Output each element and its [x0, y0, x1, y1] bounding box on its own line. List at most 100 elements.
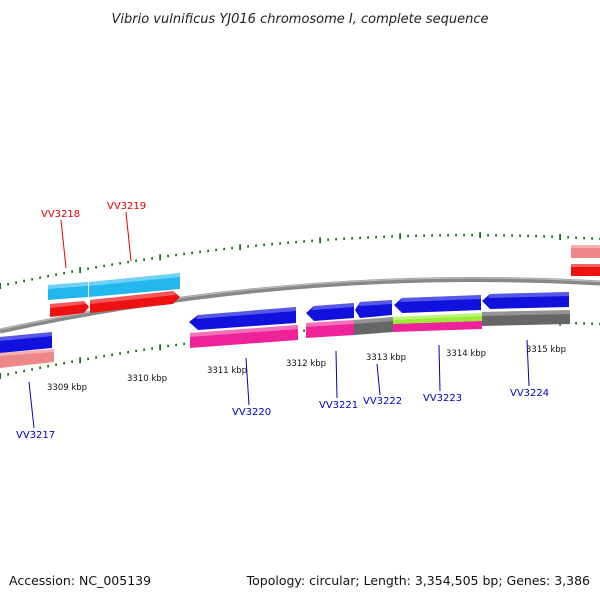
tick-mark — [31, 368, 33, 371]
tick-mark — [351, 237, 353, 240]
tick-mark — [407, 234, 409, 238]
tick-mark — [207, 249, 209, 253]
tick-mark — [359, 236, 361, 240]
tick-mark — [519, 234, 521, 237]
tick-mark — [263, 243, 265, 247]
gene-vv3222-lower[interactable] — [354, 317, 393, 335]
tick-mark — [231, 246, 233, 250]
tick-mark — [0, 373, 1, 379]
tick-mark — [23, 369, 25, 373]
tick-mark — [79, 267, 81, 274]
tick-mark — [303, 329, 305, 332]
tick-mark — [471, 233, 473, 237]
gene-vv3221-lower[interactable] — [306, 320, 354, 338]
tick-mark — [111, 263, 113, 266]
tick-mark — [511, 234, 513, 237]
tick-mark — [95, 356, 97, 359]
gene-label-vv3223[interactable]: VV3223 — [423, 393, 462, 404]
tick-mark — [399, 233, 401, 240]
gene-tracks — [0, 245, 600, 368]
scale-label: 3310 kbp — [127, 374, 167, 384]
tick-mark — [183, 342, 185, 346]
gene-vv3221[interactable] — [306, 303, 354, 321]
tick-mark — [335, 238, 337, 241]
tick-mark — [279, 242, 281, 245]
tick-mark — [167, 344, 169, 348]
gene-vv3223[interactable] — [394, 295, 481, 313]
topology-text: Topology: circular; Length: 3,354,505 bp… — [246, 573, 590, 588]
gene-label-vv3222[interactable]: VV3222 — [363, 396, 402, 407]
tick-mark — [23, 279, 25, 283]
tick-mark — [567, 236, 569, 239]
scale-label: 3314 kbp — [446, 349, 486, 359]
gene-vv3220-lower[interactable] — [190, 325, 298, 348]
gene-vv3218-cyan[interactable] — [48, 282, 88, 300]
tick-mark — [455, 233, 457, 237]
tick-mark — [559, 234, 561, 240]
tick-mark — [383, 235, 385, 238]
tick-mark — [87, 357, 89, 361]
gene-label-vv3221[interactable]: VV3221 — [319, 400, 358, 411]
tick-mark — [447, 234, 449, 237]
gene-vv3219-cyan[interactable] — [89, 273, 180, 297]
tick-mark — [63, 362, 65, 365]
scale-label: 3315 kbp — [526, 345, 566, 355]
gene-vv3220[interactable] — [189, 307, 296, 330]
scale-label: 3313 kbp — [366, 353, 406, 363]
tick-mark — [7, 283, 9, 286]
gene-label-vv3219[interactable]: VV3219 — [107, 201, 146, 212]
tick-mark — [591, 322, 593, 325]
gene-vv3223-lower[interactable] — [393, 313, 482, 332]
tick-mark — [479, 232, 481, 239]
scale-label: 3311 kbp — [207, 366, 247, 376]
tick-mark — [463, 233, 465, 237]
tick-mark — [431, 234, 433, 237]
tick-mark — [111, 353, 113, 356]
tick-mark — [551, 235, 553, 238]
tick-mark — [135, 349, 137, 353]
tick-mark — [135, 259, 137, 262]
tick-mark — [367, 236, 369, 239]
tick-mark — [535, 234, 537, 238]
tick-mark — [127, 260, 129, 264]
gene-vv3218[interactable] — [50, 301, 89, 317]
tick-mark — [295, 240, 297, 244]
tick-mark — [15, 371, 17, 374]
tick-mark — [15, 281, 17, 284]
gene-vv3224[interactable] — [482, 292, 569, 309]
gene-label-vv3217[interactable]: VV3217 — [16, 430, 55, 441]
gene-vv3222[interactable] — [355, 300, 392, 318]
tick-mark — [343, 237, 345, 240]
outer-tick-ring — [0, 232, 600, 289]
gene-right-edge-outer[interactable] — [571, 245, 600, 258]
gene-labels: VV3218 VV3219 VV3217 VV3220 VV3221 VV322… — [16, 201, 549, 441]
tick-mark — [575, 236, 577, 239]
tick-mark — [55, 363, 57, 366]
tick-mark — [583, 236, 585, 240]
gene-vv3219[interactable] — [90, 291, 180, 313]
map-title: Vibrio vulnificus YJ016 chromosome I, co… — [111, 12, 488, 27]
tick-mark — [31, 278, 33, 281]
tick-mark — [127, 351, 129, 354]
tick-mark — [39, 366, 41, 369]
gene-label-vv3220[interactable]: VV3220 — [232, 407, 271, 418]
gene-vv3217-lower[interactable] — [0, 349, 54, 368]
tick-mark — [119, 262, 121, 265]
tick-mark — [175, 253, 177, 257]
gene-label-vv3218[interactable]: VV3218 — [41, 209, 80, 220]
gene-label-vv3224[interactable]: VV3224 — [510, 388, 549, 399]
tick-mark — [439, 234, 441, 237]
tick-mark — [271, 242, 273, 246]
tick-mark — [583, 322, 585, 325]
tick-mark — [591, 237, 593, 240]
tick-mark — [143, 258, 145, 261]
tick-mark — [183, 252, 185, 256]
tick-mark — [495, 234, 497, 237]
tick-mark — [71, 270, 73, 273]
tick-mark — [167, 254, 169, 258]
tick-mark — [159, 344, 161, 351]
gene-vv3224-lower[interactable] — [482, 310, 570, 326]
gene-vv3217[interactable] — [0, 332, 52, 353]
gene-right-edge-inner[interactable] — [571, 264, 600, 276]
scale-label: 3309 kbp — [47, 383, 87, 393]
